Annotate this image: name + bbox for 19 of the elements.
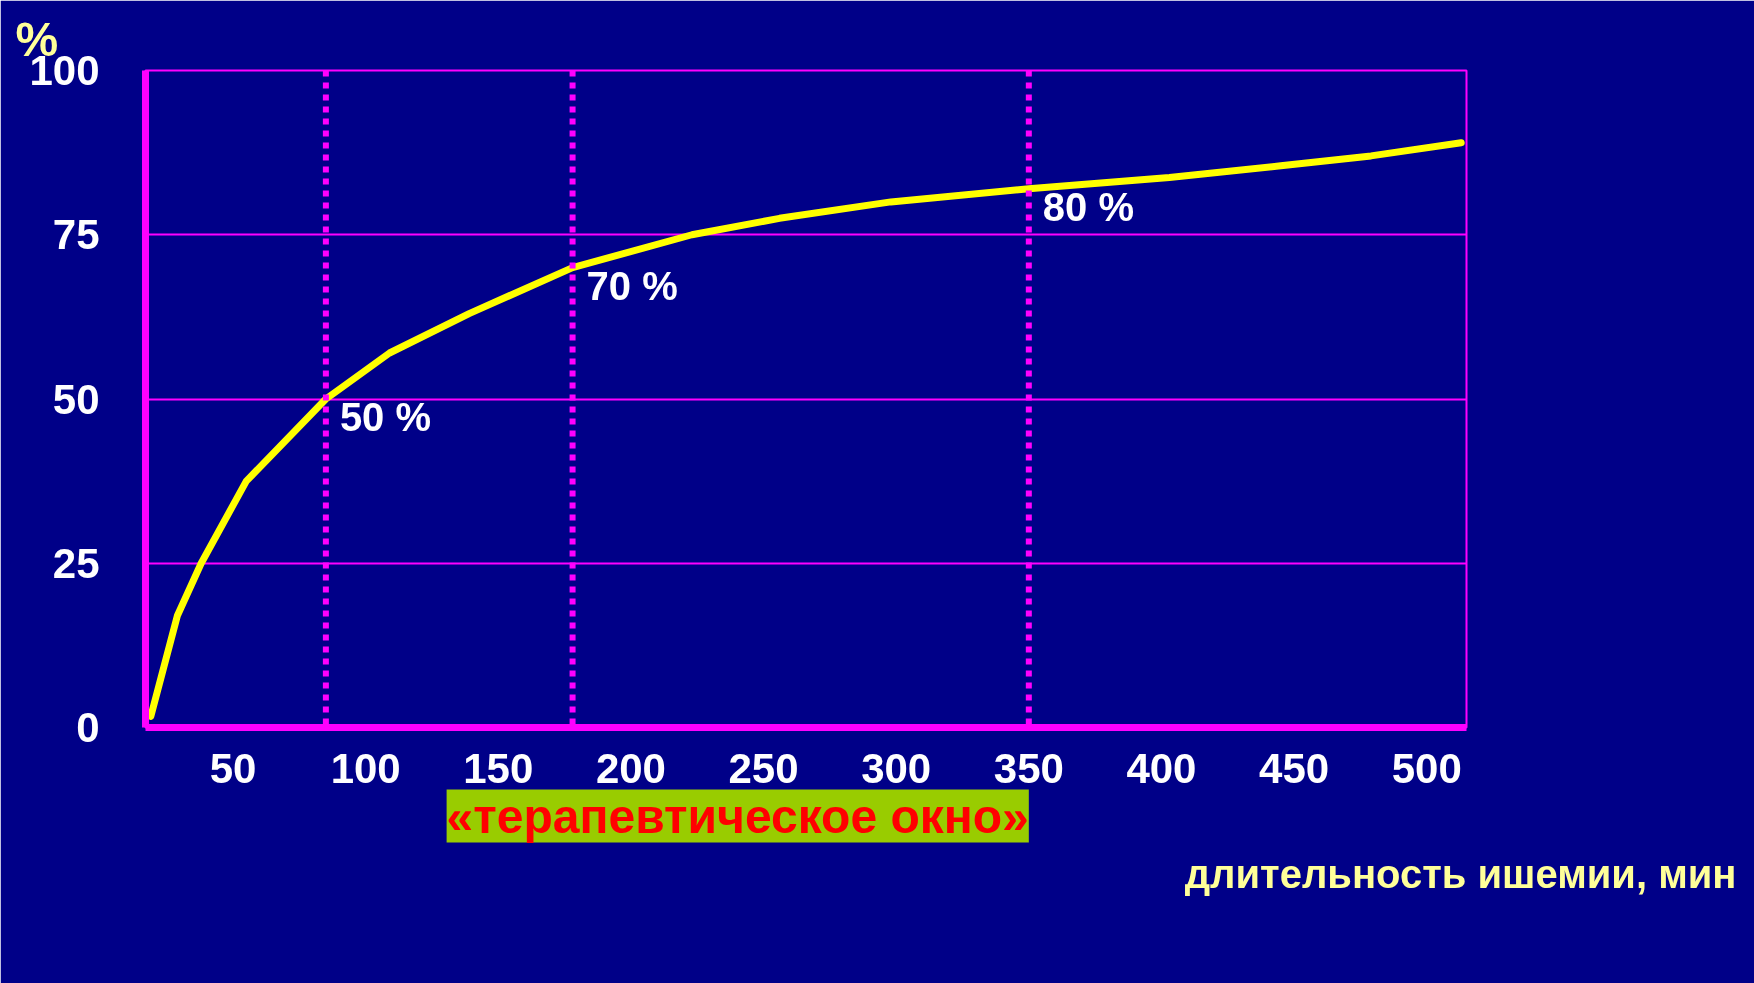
- x-tick-label: 450: [1259, 744, 1330, 792]
- y-tick-label: 75: [52, 211, 100, 259]
- x-axis-title: длительность ишемии, мин: [1184, 851, 1737, 896]
- x-tick-label: 50: [209, 744, 257, 792]
- x-tick-label: 500: [1391, 744, 1462, 792]
- x-tick-label: 200: [595, 744, 666, 792]
- y-tick-label: 0: [76, 704, 100, 751]
- text: «терапевтическое окно»: [446, 789, 1029, 843]
- annotation: 70 %: [586, 263, 678, 308]
- x-tick-label: 100: [330, 744, 401, 792]
- x-tick-label: 250: [728, 744, 799, 792]
- x-tick-label: 350: [993, 744, 1064, 792]
- annotation: 80 %: [1042, 184, 1134, 229]
- x-tick-label: 300: [861, 744, 932, 792]
- x-tick-label: 150: [463, 744, 534, 792]
- y-tick-label: 50: [52, 375, 100, 423]
- y-tick-label: 25: [52, 539, 100, 587]
- x-tick-label: 400: [1126, 744, 1197, 792]
- annotation: 50 %: [339, 395, 432, 439]
